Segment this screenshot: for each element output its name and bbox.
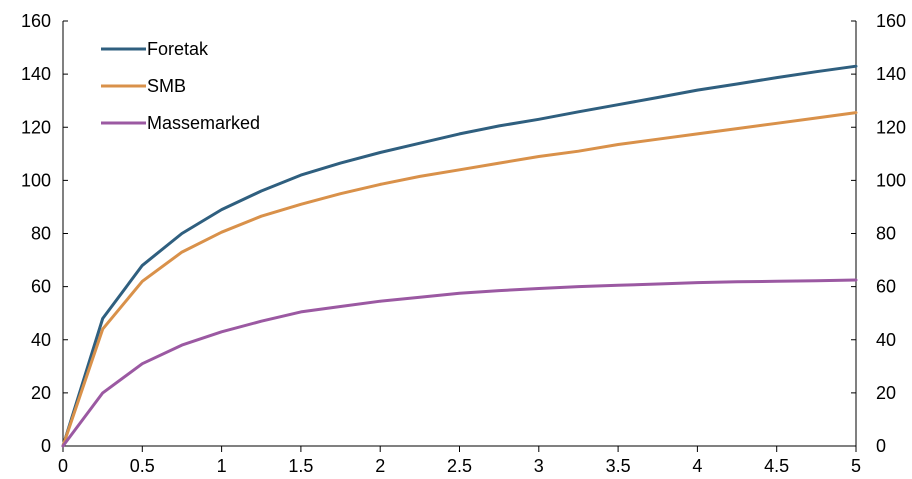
legend: Foretak SMB Massemarked xyxy=(101,39,260,133)
right-y-tick-label: 100 xyxy=(876,170,906,190)
right-y-tick-label: 20 xyxy=(876,383,896,403)
x-tick-label: 3 xyxy=(534,456,544,476)
right-y-tick-label: 0 xyxy=(876,436,886,456)
x-tick-label: 2 xyxy=(375,456,385,476)
x-tick-label: 0 xyxy=(58,456,68,476)
series-line-foretak xyxy=(61,64,858,448)
legend-label-smb: SMB xyxy=(147,76,186,96)
left-y-tick-label: 160 xyxy=(21,11,51,31)
x-tick-label: 2.5 xyxy=(447,456,472,476)
right-y-tick-label: 140 xyxy=(876,64,906,84)
left-y-tick-label: 80 xyxy=(31,224,51,244)
series-lines xyxy=(61,64,858,448)
legend-label-foretak: Foretak xyxy=(147,39,209,59)
left-y-tick-label: 40 xyxy=(31,330,51,350)
left-y-tick-label: 20 xyxy=(31,383,51,403)
x-tick-label: 3.5 xyxy=(606,456,631,476)
left-y-tick-label: 100 xyxy=(21,170,51,190)
x-tick-label: 4.5 xyxy=(764,456,789,476)
series-line-smb xyxy=(61,111,858,448)
right-y-tick-label: 40 xyxy=(876,330,896,350)
x-tick-label: 1 xyxy=(217,456,227,476)
left-y-tick-label: 0 xyxy=(41,436,51,456)
series-line-massemarked xyxy=(61,278,858,448)
left-y-axis: 0 20 40 60 80 100 120 140 160 xyxy=(21,11,68,456)
left-y-tick-label: 140 xyxy=(21,64,51,84)
x-tick-label: 5 xyxy=(851,456,861,476)
x-tick-label: 4 xyxy=(692,456,702,476)
right-y-tick-label: 60 xyxy=(876,277,896,297)
x-tick-label: 0.5 xyxy=(130,456,155,476)
x-axis: 0 0.5 1 1.5 2 2.5 3 3.5 4 4.5 5 xyxy=(58,446,861,476)
x-tick-label: 1.5 xyxy=(288,456,313,476)
right-y-tick-label: 120 xyxy=(876,117,906,137)
right-y-axis: 0 20 40 60 80 100 120 140 160 xyxy=(851,11,906,456)
left-y-tick-label: 120 xyxy=(21,117,51,137)
right-y-tick-label: 80 xyxy=(876,224,896,244)
right-y-tick-label: 160 xyxy=(876,11,906,31)
left-y-tick-label: 60 xyxy=(31,277,51,297)
legend-label-massemarked: Massemarked xyxy=(147,113,260,133)
